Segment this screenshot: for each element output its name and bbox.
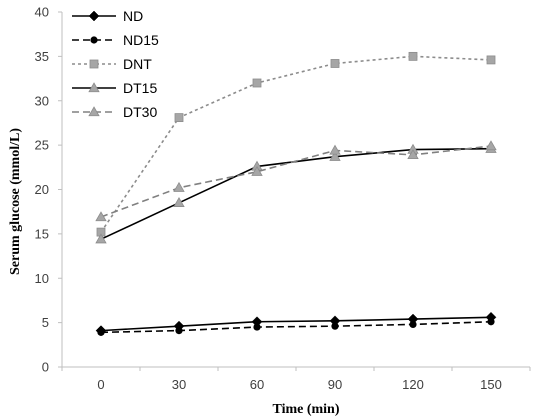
data-point-dt30 [173, 181, 185, 192]
data-point-dt30 [485, 140, 497, 151]
series-line-dt15 [100, 147, 492, 240]
legend-marker [88, 10, 100, 22]
x-tick-label: 0 [97, 377, 104, 392]
legend-marker [89, 59, 99, 69]
data-point-nd15 [97, 328, 105, 336]
series-line-nd15 [100, 320, 492, 334]
y-tick-label: 20 [35, 182, 49, 197]
x-tick-label: 150 [480, 377, 502, 392]
data-point-nd15 [253, 323, 261, 331]
data-point-dt30 [329, 144, 341, 155]
y-tick-label: 0 [42, 360, 49, 375]
y-tick-label: 40 [35, 5, 49, 20]
data-point-dnt [252, 78, 262, 88]
series-line-nd [100, 316, 492, 332]
data-point-dt30 [407, 149, 419, 160]
x-tick-label: 60 [250, 377, 264, 392]
legend-marker [90, 36, 98, 44]
data-point-dnt [408, 51, 418, 61]
data-point-dnt [486, 55, 496, 65]
legend-label: DT30 [123, 104, 157, 120]
data-point-dt30 [95, 211, 107, 222]
series-dt30 [95, 140, 497, 222]
y-tick-label: 5 [42, 315, 49, 330]
data-point-dt30 [251, 165, 263, 176]
data-point-dnt [330, 59, 340, 68]
y-tick-label: 15 [35, 226, 49, 241]
legend-marker [88, 106, 100, 117]
data-point-nd15 [409, 320, 417, 328]
x-tick-label: 120 [402, 377, 424, 392]
axes: 0 5 10 15 20 25 30 35 40 0 30 60 90 120 150 [35, 5, 531, 392]
data-point-dnt [174, 113, 184, 123]
data-point-dt15 [173, 197, 185, 207]
x-tick-label: 30 [172, 377, 186, 392]
y-tick-label: 30 [35, 93, 49, 108]
legend-item-nd15: ND15 [72, 32, 159, 48]
y-tick-label: 35 [35, 49, 49, 64]
legend-item-dnt: DNT [72, 56, 152, 72]
data-point-nd15 [331, 322, 339, 330]
data-point-dt15 [95, 233, 107, 244]
legend-item-dt15: DT15 [72, 80, 157, 96]
legend: ND ND15 DNT DT15 DT30 [72, 8, 159, 120]
legend-label: ND15 [123, 32, 159, 48]
legend-marker [88, 82, 100, 93]
data-point-dt15 [329, 150, 341, 161]
series-line-dnt [100, 55, 492, 233]
x-axis-title: Time (min) [272, 402, 339, 417]
legend-label: DT15 [123, 80, 157, 96]
y-tick-label: 25 [35, 138, 49, 153]
series-line-dt30 [100, 145, 492, 218]
legend-item-nd: ND [72, 8, 143, 24]
y-axis-title: Serum glucose (mmol/L) [8, 128, 23, 275]
legend-label: ND [123, 8, 143, 24]
series-dt15 [95, 142, 497, 244]
data-point-nd15 [487, 318, 495, 326]
data-point-nd15 [175, 327, 183, 335]
y-tick-label: 10 [35, 271, 49, 286]
series-nd15 [97, 318, 495, 336]
series-dnt [96, 51, 496, 237]
legend-item-dt30: DT30 [72, 104, 157, 120]
legend-label: DNT [123, 56, 152, 72]
x-tick-label: 90 [328, 377, 342, 392]
series-layer [95, 51, 497, 336]
